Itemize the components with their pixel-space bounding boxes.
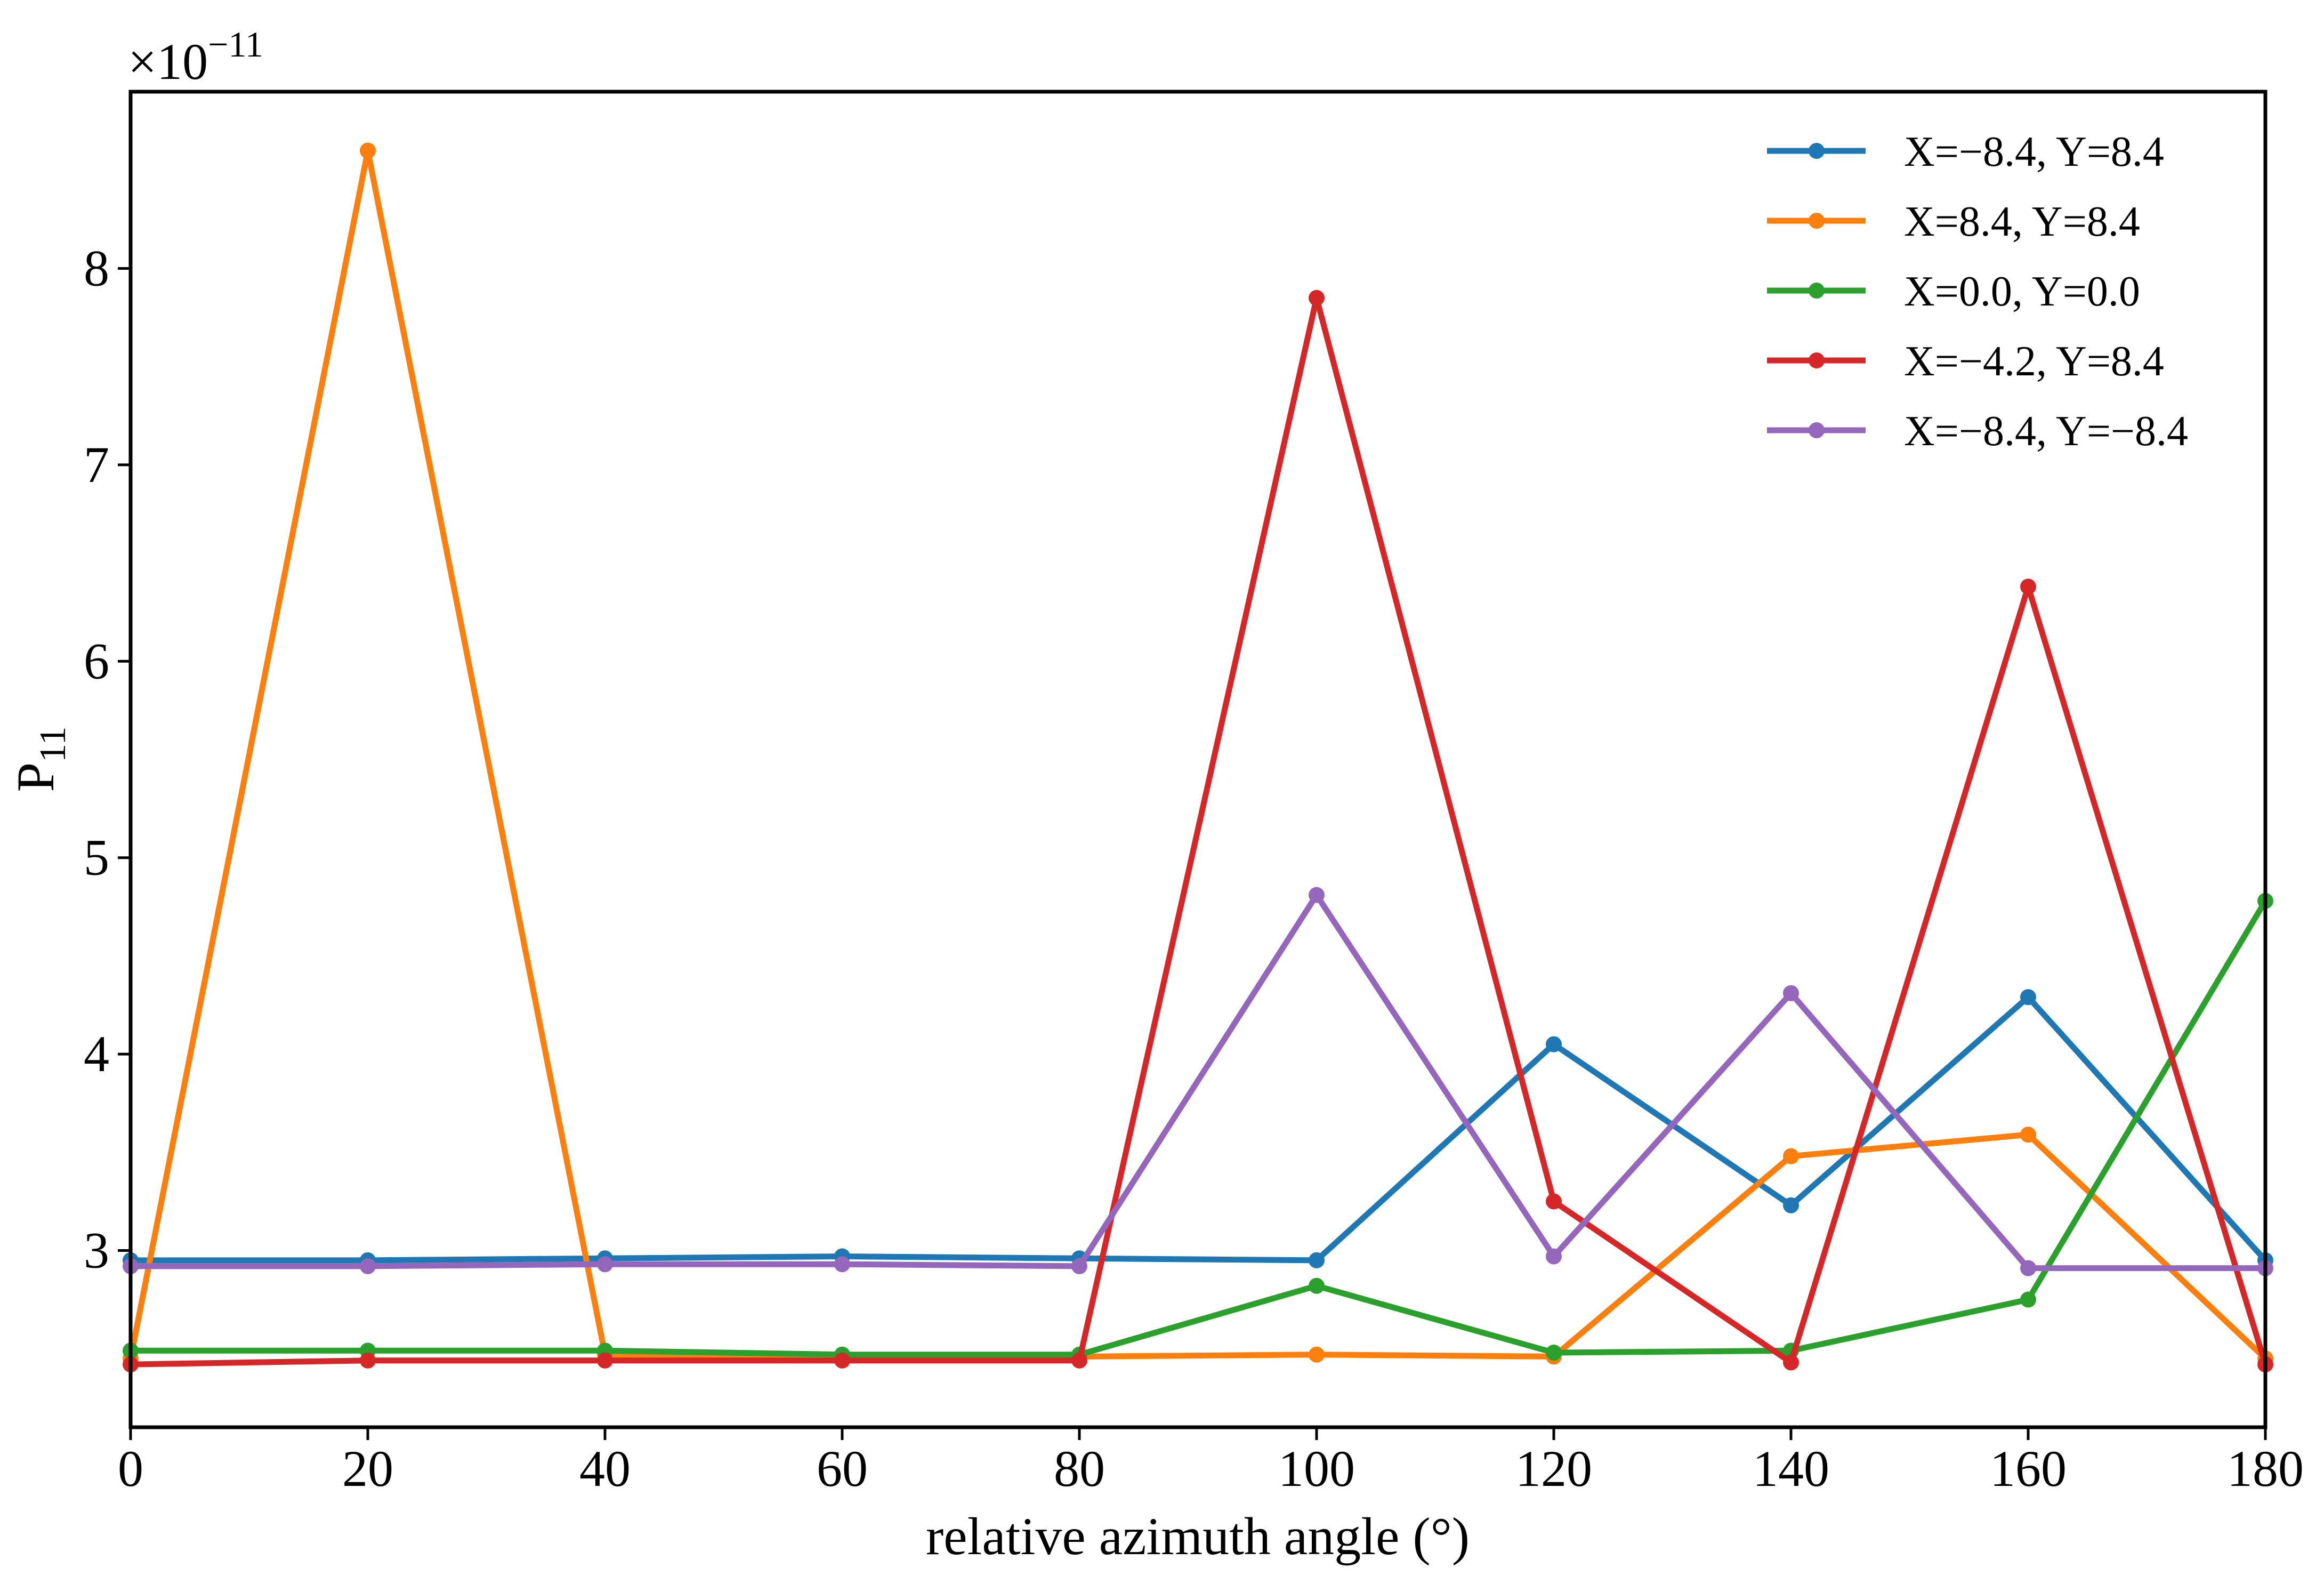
series-line (131, 899, 2268, 1358)
y-axis-exponent: ×10−11 (128, 24, 263, 90)
x-tick-label: 180 (2227, 1440, 2304, 1497)
x-tick-label: 20 (342, 1440, 393, 1497)
data-point (1546, 1036, 1562, 1052)
data-point (1546, 1193, 1562, 1210)
data-point (1309, 1252, 1325, 1268)
data-point (1546, 1248, 1562, 1265)
y-tick-label: 3 (84, 1221, 109, 1279)
x-tick-label: 60 (817, 1440, 868, 1497)
data-point (2020, 578, 2036, 595)
series-5 (123, 887, 2273, 1276)
legend-marker (1809, 213, 1825, 229)
series-line (131, 994, 2268, 1264)
data-point (597, 1352, 613, 1369)
x-tick-label: 120 (1515, 1440, 1592, 1497)
data-point (1783, 1354, 1799, 1371)
data-point (2020, 989, 2036, 1006)
x-axis: 0 20 40 60 80 100 120 140 160 180 (118, 1427, 2304, 1497)
series-1 (123, 989, 2273, 1268)
data-point (597, 1256, 613, 1273)
data-point (1071, 1352, 1087, 1369)
legend: X=−8.4, Y=8.4 X=8.4, Y=8.4 X=0.0, Y=0.0 X=−… (1767, 128, 2188, 455)
data-point (834, 1256, 850, 1273)
legend-label: X=−8.4, Y=8.4 (1904, 128, 2164, 175)
data-point (834, 1352, 850, 1369)
plot-frame (128, 90, 2267, 1429)
y-axis-label-subscript: 11 (33, 726, 74, 762)
y-axis-label-main: P (6, 762, 65, 792)
data-point (1783, 1197, 1799, 1213)
legend-label: X=−8.4, Y=−8.4 (1904, 408, 2188, 455)
x-axis-label: relative azimuth angle (°) (926, 1507, 1470, 1566)
legend-item: X=−8.4, Y=8.4 (1767, 128, 2164, 175)
data-point (1309, 1277, 1325, 1294)
data-point (360, 142, 376, 159)
data-point (1071, 1258, 1087, 1274)
legend-item: X=8.4, Y=8.4 (1767, 198, 2140, 245)
legend-label: X=−4.2, Y=8.4 (1904, 338, 2164, 385)
data-point (2020, 1291, 2036, 1308)
series-3 (123, 892, 2273, 1363)
y-axis-exponent-power: −11 (208, 24, 263, 65)
data-point (1309, 887, 1325, 903)
x-tick-label: 140 (1753, 1440, 1829, 1497)
legend-label: X=8.4, Y=8.4 (1904, 198, 2140, 245)
y-tick-label: 6 (84, 632, 109, 689)
y-axis-label: P11 (6, 726, 74, 792)
series-2 (123, 142, 2273, 1367)
y-axis-exponent-base: ×10 (128, 33, 208, 90)
data-point (360, 1258, 376, 1274)
legend-item: X=−8.4, Y=−8.4 (1767, 408, 2188, 455)
data-point (2020, 1127, 2036, 1143)
data-point (1309, 1346, 1325, 1363)
legend-marker (1809, 143, 1825, 159)
x-tick-label: 160 (1990, 1440, 2067, 1497)
series-layer (123, 142, 2273, 1373)
legend-item: X=0.0, Y=0.0 (1767, 268, 2140, 315)
y-tick-label: 7 (84, 436, 109, 493)
x-tick-label: 0 (118, 1440, 143, 1497)
y-axis: 3 4 5 6 7 8 (84, 240, 131, 1279)
x-tick-label: 40 (579, 1440, 631, 1497)
series-line (127, 148, 2267, 1361)
x-tick-label: 100 (1278, 1440, 1355, 1497)
data-point (1546, 1345, 1562, 1361)
legend-item: X=−4.2, Y=8.4 (1767, 338, 2164, 385)
y-tick-label: 8 (84, 240, 109, 297)
series-line (130, 295, 2269, 1368)
legend-marker (1809, 422, 1825, 438)
y-tick-label: 5 (84, 829, 109, 886)
legend-marker (1809, 352, 1825, 368)
x-tick-label: 80 (1054, 1440, 1105, 1497)
legend-marker (1809, 283, 1825, 299)
y-tick-label: 4 (84, 1025, 109, 1082)
data-point (360, 1352, 376, 1369)
legend-label: X=0.0, Y=0.0 (1904, 268, 2140, 315)
series-4 (123, 290, 2273, 1373)
data-point (2020, 1260, 2036, 1276)
series-line (131, 892, 2265, 1272)
data-point (1783, 985, 1799, 1001)
data-point (1783, 1148, 1799, 1164)
data-point (1309, 290, 1325, 306)
